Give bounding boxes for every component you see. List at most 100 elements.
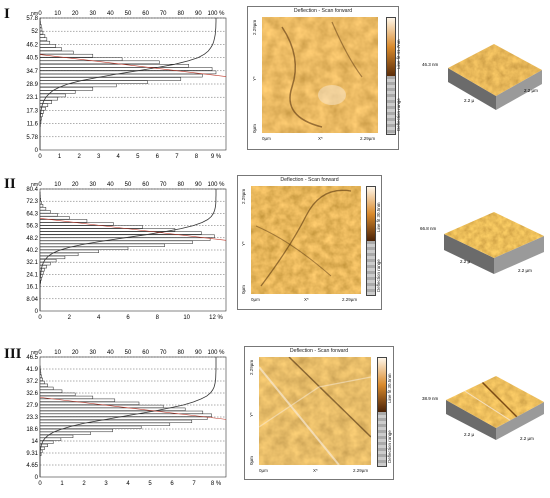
z-scale-label: 46.3 nm (422, 62, 439, 67)
afm-deflection-panel-1: Deflection - Scan forward Line fit 41.7n… (247, 6, 401, 150)
y-tick-label: 14 (31, 439, 38, 445)
row-label-2: II (4, 176, 16, 192)
y-tick-label: 41.9 (26, 367, 38, 373)
cumulative-curve (39, 17, 217, 150)
histogram-bar (39, 380, 45, 385)
top-tick-label: 30 (89, 182, 96, 188)
top-tick-label: 0 (38, 350, 42, 356)
reference-line (39, 218, 227, 241)
bottom-tick-label: 4 (126, 481, 130, 487)
histogram-bar (39, 262, 51, 266)
top-tick-label: 100 % (207, 182, 225, 188)
top-tick-label: 70 (160, 11, 167, 17)
y-tick-label: 23.1 (26, 95, 38, 101)
y-end-label: 2.29µm (252, 19, 257, 35)
histogram-bar (39, 113, 43, 117)
histogram-bar (39, 425, 142, 429)
bottom-tick-label: 2 (68, 315, 72, 321)
histogram-bar (39, 255, 66, 260)
x-end-label: 2.29µm (360, 136, 376, 141)
afm-deflection-image (251, 186, 361, 294)
histogram-bar (39, 24, 42, 28)
histogram-bar (39, 404, 164, 409)
bottom-tick-label: 12 % (209, 315, 223, 321)
histogram-bar (39, 383, 48, 387)
top-tick-label: 90 (195, 350, 202, 356)
afm-3d-view-1: 46.3 nm 2.2 µ 2.2 µm (422, 44, 542, 110)
y-tick-label: 57.8 (26, 16, 38, 22)
histogram-bar (39, 34, 46, 38)
afm-deflection-image (259, 357, 371, 465)
y-tick-label: 0 (35, 148, 39, 154)
bottom-tick-label: 5 (148, 481, 152, 487)
histogram-bar (39, 243, 165, 247)
reference-line (39, 54, 227, 77)
y-tick-label: 34.7 (26, 69, 38, 75)
y-unit-label: nm (31, 182, 38, 188)
y-tick-label: 40.2 (26, 248, 38, 254)
top-tick-label: 20 (72, 350, 79, 356)
histogram-bar (39, 73, 203, 78)
y-tick-label: 46.2 (26, 42, 38, 48)
y-tick-label: 28.9 (26, 82, 38, 88)
y-tick-label: 16.1 (26, 285, 38, 291)
histogram-bar (39, 240, 193, 244)
top-tick-label: 60 (142, 11, 149, 17)
histogram-bar (39, 93, 66, 98)
top-tick-label: 40 (107, 11, 114, 17)
histogram-bar (39, 422, 171, 426)
z-scale-label: 66.8 nm (420, 226, 437, 231)
top-tick-label: 80 (177, 350, 184, 356)
histogram-bar (39, 37, 48, 42)
y-tick-label: 64.3 (26, 211, 38, 217)
top-tick-label: 30 (89, 350, 96, 356)
y-tick-label: 8.04 (26, 297, 38, 303)
histogram-bar (39, 47, 62, 51)
bottom-tick-label: 5 (136, 154, 140, 160)
row-label-3: III (4, 346, 22, 362)
top-tick-label: 50 (125, 182, 132, 188)
height-histogram-1: 57.85246.240.534.728.923.117.311.65.780n… (26, 11, 227, 160)
top-tick-label: 50 (125, 350, 132, 356)
y-tick-label: 40.5 (26, 56, 38, 62)
afm-3d-view-2: 66.8 nm 2.2 µ 2.2 µm (420, 212, 544, 274)
top-tick-label: 70 (160, 350, 167, 356)
histogram-bar (39, 237, 211, 241)
y-tick-label: 27.9 (26, 403, 38, 409)
histogram-bar (39, 83, 117, 88)
histogram-bar (39, 103, 49, 108)
bottom-tick-label: 10 (183, 315, 190, 321)
y-size-label: 2.2 µm (524, 88, 538, 93)
top-tick-label: 30 (89, 11, 96, 17)
histogram-bar (39, 207, 47, 211)
y-tick-label: 32.1 (26, 260, 38, 266)
histogram-bar (39, 398, 116, 402)
y-unit-label: nm (31, 11, 38, 17)
x-axis-label: X* (313, 468, 318, 473)
histogram-bar (39, 50, 74, 55)
bottom-tick-label: 3 (104, 481, 108, 487)
y-tick-label: 24.1 (26, 272, 38, 278)
histogram-bar (39, 443, 48, 448)
histogram-bar (39, 67, 213, 71)
histogram-bar (39, 371, 42, 376)
y-tick-label: 56.3 (26, 224, 38, 230)
histogram-bar (39, 249, 99, 253)
bottom-tick-label: 2 (82, 481, 86, 487)
histogram-bar (39, 40, 51, 45)
top-tick-label: 20 (72, 11, 79, 17)
histogram-bar (39, 64, 189, 68)
row-label-1: I (4, 6, 10, 22)
cumulative-curve (39, 357, 217, 477)
y-tick-label: 46.5 (26, 355, 38, 361)
histogram-bar (39, 434, 74, 438)
height-histogram-2: 80.4 72.3 64.3 56.3 48.2 40.2 32.1 24.1 16.1 8.04… (26, 182, 227, 321)
y-tick-label: 0 (35, 309, 39, 315)
histogram-bar (39, 201, 42, 205)
y-end-label: 2.29µm (241, 188, 246, 204)
histogram-bar (39, 410, 204, 414)
histogram-bar (39, 197, 41, 202)
deflection-range-label: Deflection range (396, 98, 401, 131)
histogram-bar (39, 386, 54, 390)
afm-deflection-panel-3: Deflection - Scan forward Line fit 30.5n… (244, 346, 394, 480)
